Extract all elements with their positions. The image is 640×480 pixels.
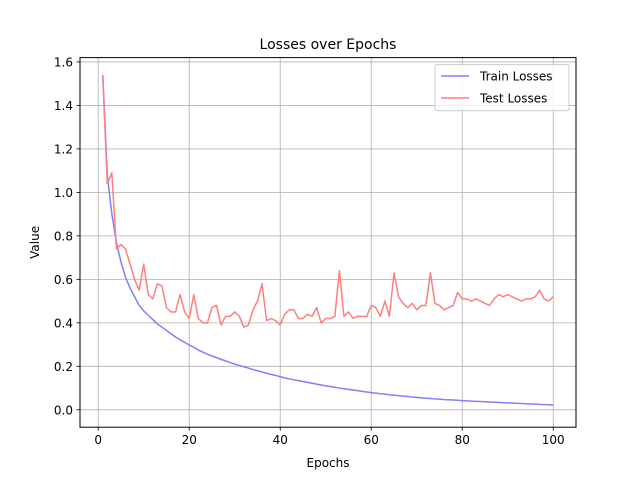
x-tick-label: 0 [94, 433, 102, 447]
y-tick-label: 0.0 [54, 403, 73, 417]
y-tick-label: 0.4 [54, 316, 73, 330]
x-axis-label: Epochs [307, 456, 350, 470]
legend: Train Losses Test Losses [434, 64, 570, 112]
x-tick-label: 100 [542, 433, 565, 447]
x-tick-label: 60 [364, 433, 379, 447]
series-line-train [102, 74, 554, 406]
y-tick-label: 1.2 [54, 142, 73, 156]
series-lines [102, 74, 554, 406]
y-axis-label: Value [28, 226, 42, 259]
plot-area-frame [79, 57, 577, 428]
y-tick-label: 0.6 [54, 273, 73, 287]
x-tick-label: 40 [273, 433, 288, 447]
y-tick-label: 1.0 [54, 186, 73, 200]
legend-label-test: Test Losses [479, 92, 547, 106]
y-tick-label: 0.8 [54, 229, 73, 243]
x-tick-label: 80 [455, 433, 470, 447]
y-tick-label: 1.4 [54, 99, 73, 113]
axis-ticks: 0 20 40 60 80 100 0.0 0.2 0.4 0.6 0.8 1.0 1.2 1.4 1.6 [54, 55, 565, 447]
y-tick-label: 1.6 [54, 55, 73, 69]
grid-lines [80, 57, 576, 428]
chart-title: Losses over Epochs [260, 37, 397, 53]
series-line-test [102, 74, 554, 328]
y-tick-label: 0.2 [54, 360, 73, 374]
x-tick-label: 20 [182, 433, 197, 447]
legend-label-train: Train Losses [479, 70, 553, 84]
